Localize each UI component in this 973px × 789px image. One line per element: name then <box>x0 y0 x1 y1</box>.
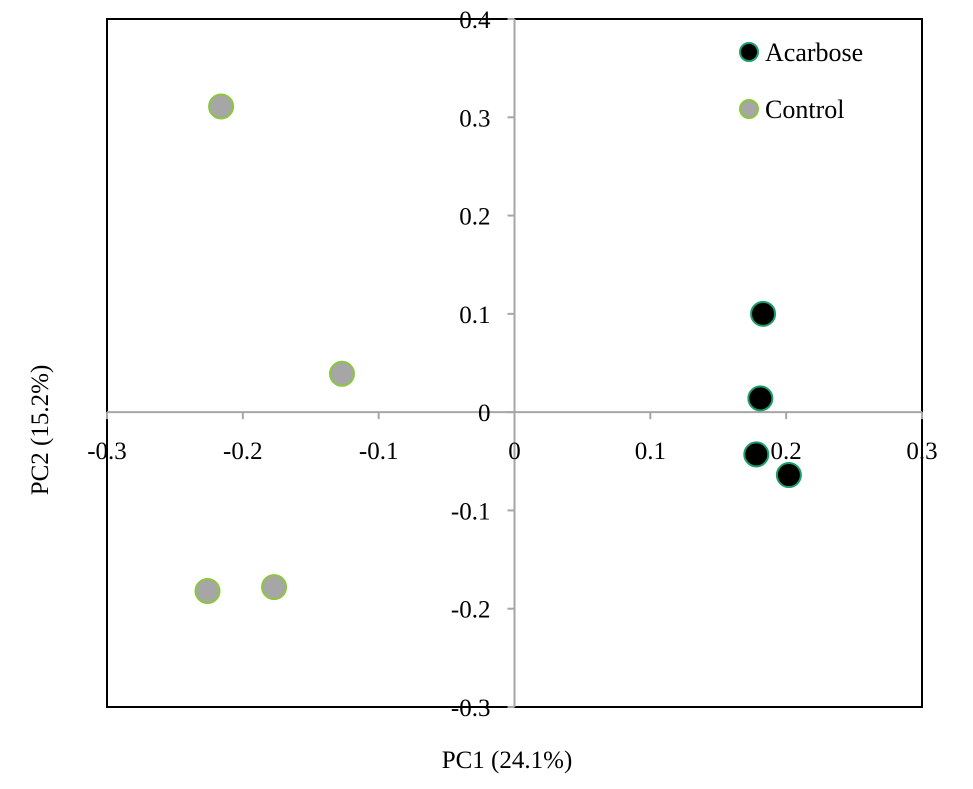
x-tick-label: 0.1 <box>635 438 666 465</box>
x-tick-label: -0.1 <box>359 438 399 465</box>
data-point-control <box>261 574 288 601</box>
legend-marker-control <box>739 99 759 119</box>
y-tick-label: 0.1 <box>459 302 490 329</box>
y-tick-label: 0.3 <box>459 105 490 132</box>
legend-label-acarbose: Acarbose <box>765 38 863 67</box>
x-tick-label: -0.3 <box>87 438 127 465</box>
data-point-acarbose <box>743 441 770 468</box>
y-tick-label: 0.2 <box>459 204 490 231</box>
y-tick-label: 0.4 <box>459 7 491 34</box>
y-tick-label: 0 <box>478 400 491 427</box>
data-point-control <box>194 578 221 605</box>
x-tick-label: 0.3 <box>906 438 937 465</box>
x-axis-ticks: -0.3 -0.2 -0.1 0 0.1 0.2 0.3 <box>87 412 938 465</box>
y-tick-label: -0.2 <box>451 597 491 624</box>
x-tick-label: 0 <box>508 438 521 465</box>
y-axis-ticks: -0.3 -0.2 -0.1 0 0.1 0.2 0.3 0.4 <box>451 7 515 722</box>
x-tick-label: -0.2 <box>223 438 263 465</box>
y-axis-title: PC2 (15.2%) <box>27 365 54 496</box>
data-points <box>194 93 802 605</box>
data-point-acarbose <box>750 300 777 327</box>
data-point-control <box>328 360 355 387</box>
data-point-control <box>208 93 235 120</box>
y-tick-label: -0.3 <box>451 695 491 722</box>
data-point-acarbose <box>775 462 802 489</box>
legend-label-control: Control <box>765 95 844 124</box>
y-tick-label: -0.1 <box>451 498 491 525</box>
x-axis-title: PC1 (24.1%) <box>442 747 573 774</box>
x-tick-label: 0.2 <box>771 438 802 465</box>
data-point-acarbose <box>747 385 774 412</box>
legend: Acarbose Control <box>739 38 863 124</box>
legend-marker-acarbose <box>739 42 759 62</box>
